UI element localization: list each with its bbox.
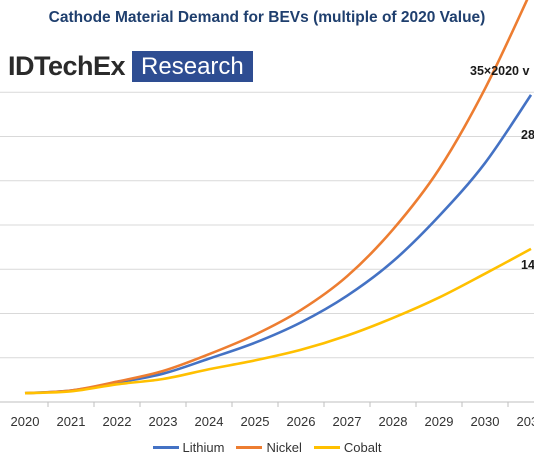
logo-brand-text: IDTechEx: [8, 51, 126, 81]
x-tick-label: 2023: [149, 414, 178, 429]
logo-research-badge: Research: [132, 51, 253, 82]
annotations: 35×2020 v 28 14: [470, 64, 534, 272]
legend-item-lithium: Lithium: [152, 440, 225, 455]
idtechex-logo: IDTechEx Research: [8, 51, 253, 82]
x-tick-label: 2024: [195, 414, 224, 429]
legend-swatch: [236, 446, 263, 450]
x-tick-label: 2021: [57, 414, 86, 429]
legend-swatch: [313, 446, 340, 450]
chart-title: Cathode Material Demand for BEVs (multip…: [48, 9, 486, 26]
series-lines: [24, 0, 533, 395]
x-tick-label: 2031: [517, 414, 534, 429]
x-tick-label: 2027: [333, 414, 362, 429]
x-tick-label: 2026: [287, 414, 316, 429]
legend-swatch: [152, 446, 179, 450]
x-axis-ticks: 2020 2021 2022 2023 2024 2025 2026 2027 2028 2029…: [11, 402, 534, 429]
legend-label: Lithium: [182, 440, 225, 455]
gridlines: [0, 91, 534, 403]
x-tick-label: 2020: [11, 414, 40, 429]
legend-label: Nickel: [266, 440, 302, 455]
x-tick-label: 2028: [379, 414, 408, 429]
legend-item-nickel: Nickel: [236, 440, 302, 455]
series-line-lithium: [24, 94, 533, 395]
x-tick-label: 2030: [471, 414, 500, 429]
legend-label: Cobalt: [343, 440, 382, 455]
x-tick-label: 2029: [425, 414, 454, 429]
series-line-cobalt: [24, 247, 532, 395]
annotation-nickel: 35×2020 v: [470, 64, 529, 78]
annotation-lithium: 28: [521, 128, 534, 142]
series-line-nickel: [24, 0, 529, 395]
annotation-cobalt: 14: [521, 258, 534, 272]
x-tick-label: 2022: [103, 414, 132, 429]
chart-legend: Lithium Nickel Cobalt: [0, 440, 534, 455]
legend-item-cobalt: Cobalt: [313, 440, 382, 455]
x-tick-label: 2025: [241, 414, 270, 429]
